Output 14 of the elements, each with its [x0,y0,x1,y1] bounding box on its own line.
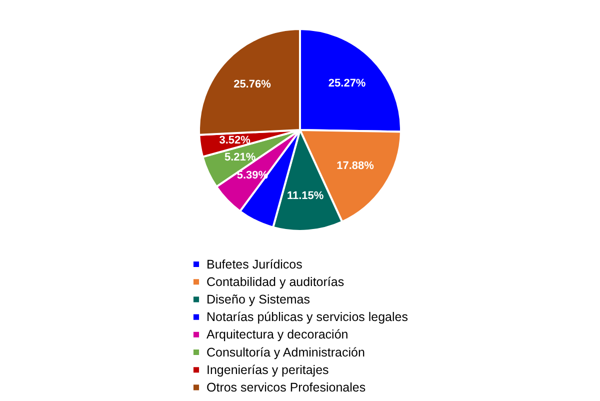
data-label: 17.88% [336,160,374,172]
data-label: 25.27% [328,78,366,90]
data-label: 11.15% [286,190,324,202]
legend-label: Consultoría y Administración [206,345,365,360]
legend-label: Ingenierías y peritajes [206,362,329,377]
data-label: 25.76% [234,78,272,90]
legend-label: Otros servicos Profesionales [206,380,366,394]
legend-label: Notarías públicas y servicios legales [206,310,408,324]
legend-label: Arquitectura y decoración [206,328,348,342]
legend-label: Bufetes Jurídicos [206,257,302,272]
data-label: 5.21% [224,152,256,164]
legend-label: Diseño y Sistemas [206,292,310,306]
data-label: 3.52% [219,134,251,146]
legend-label: Contabilidad y auditorías [206,274,344,289]
